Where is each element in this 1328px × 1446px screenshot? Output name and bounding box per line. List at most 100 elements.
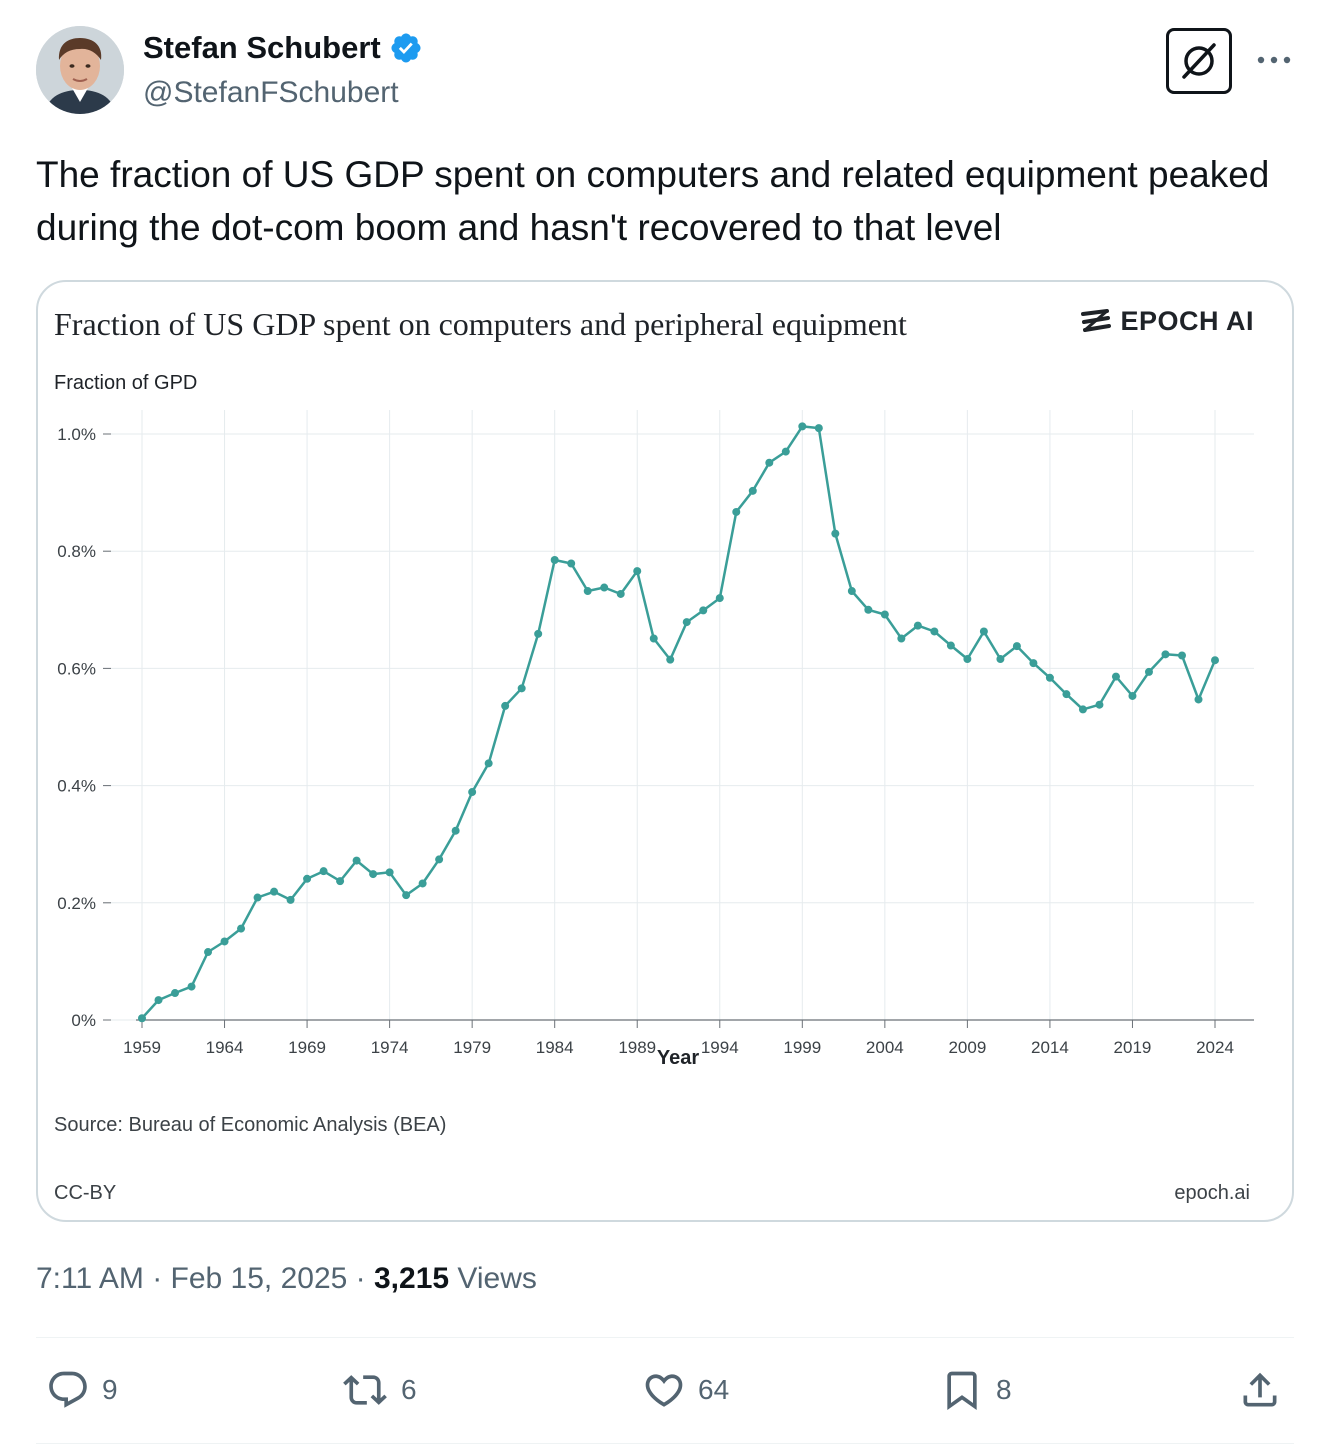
like-button[interactable]: 64 [642,1368,729,1412]
reply-icon [49,1371,87,1408]
x-axis-label: Year [657,1047,699,1069]
data-point [204,948,213,957]
tweet-time[interactable]: 7:11 AM [36,1262,144,1295]
x-tick-label: 1974 [371,1038,409,1057]
share-button[interactable] [1238,1368,1282,1412]
data-point [583,587,592,596]
verified-badge-icon[interactable] [389,31,423,65]
data-point [814,424,823,433]
data-point [352,856,361,865]
x-tick-label: 2004 [866,1038,904,1057]
x-tick-label: 1989 [618,1038,656,1057]
data-point [864,605,873,614]
brand-logo: EPOCH AI [1080,306,1254,337]
data-point [880,610,889,619]
data-point [138,1014,146,1023]
epoch-logo-icon [1081,308,1112,332]
data-point [913,621,922,630]
data-point [534,629,543,638]
data-point [501,701,510,710]
data-point [270,887,279,896]
data-point [1078,705,1087,714]
share-icon [1243,1372,1277,1407]
tweet-meta: 7:11 AM · Feb 15, 2025 · 3,215 Views [36,1262,537,1296]
data-point [187,982,196,991]
data-point [897,634,906,643]
y-axis-ticks: 0% 0.2% 0.4% 0.6% 0.8% 1.0% [57,425,111,1030]
reply-count: 9 [102,1374,118,1405]
bookmark-icon [947,1371,977,1411]
data-point [1012,642,1021,651]
data-point [451,826,460,835]
retweet-count: 6 [401,1374,417,1405]
y-tick-label: 1.0% [57,425,96,444]
x-tick-label: 2019 [1114,1038,1152,1057]
grid-lines [103,410,1254,1021]
x-tick-label: 1969 [288,1038,326,1057]
data-point [996,655,1005,664]
data-point [1194,695,1203,704]
data-point [319,867,328,876]
data-point [484,759,493,768]
data-point [1029,659,1038,668]
data-point [831,529,840,538]
x-tick-label: 1999 [783,1038,821,1057]
line-chart: 0%0.2%0.4%0.6%0.8%1.0% 1959 1964 1969 1974 1… [57,410,1254,1069]
data-point [237,924,246,933]
meta-separator: · [355,1262,374,1295]
meta-separator: · [152,1262,171,1295]
bookmark-count: 8 [996,1374,1012,1405]
x-tick-label: 1964 [206,1038,244,1057]
data-point [1161,650,1170,659]
bookmark-button[interactable]: 8 [940,1368,1012,1412]
x-tick-label: 2009 [948,1038,986,1057]
data-point [171,989,180,998]
retweet-button[interactable]: 6 [341,1368,417,1412]
data-point [468,788,477,797]
chart-license: CC-BY [54,1182,117,1204]
tweet-text: The fraction of US GDP spent on computer… [36,154,1270,248]
data-point [732,507,741,516]
avatar[interactable] [36,26,124,114]
y-tick-label: 0.4% [57,777,96,796]
x-axis-ticks: 1959 1964 1969 1974 1979 1984 1989 1994 1999 2004… [123,1020,1234,1057]
x-tick-label: 2014 [1031,1038,1069,1057]
y-tick-label: 0.8% [57,542,96,561]
tweet-date[interactable]: Feb 15, 2025 [170,1262,348,1295]
x-tick-label: 1959 [123,1038,161,1057]
name-row: Stefan Schubert [143,30,423,66]
data-point [633,567,642,576]
heart-icon [645,1374,683,1407]
x-tick-label: 1984 [536,1038,574,1057]
series-points [138,422,1219,1023]
chart-source: Source: Bureau of Economic Analysis (BEA… [54,1114,447,1136]
data-point [600,583,609,592]
grok-button[interactable] [1166,28,1232,94]
data-point [847,587,856,596]
data-point [1144,667,1153,676]
x-tick-label: 1994 [701,1038,739,1057]
display-name[interactable]: Stefan Schubert [143,30,381,65]
data-point [798,422,807,431]
data-point [517,684,526,693]
data-point [649,634,658,643]
more-options-button[interactable] [1254,42,1294,78]
data-point [154,996,163,1005]
data-point [616,589,625,598]
data-point [1095,700,1104,709]
data-point [1062,690,1071,699]
data-point [220,937,229,946]
author-handle[interactable]: @StefanFSchubert [143,76,399,109]
chart-site[interactable]: epoch.ai [1174,1182,1250,1204]
y-tick-label: 0.6% [57,659,96,678]
data-point [385,868,394,877]
y-tick-label: 0.2% [57,894,96,913]
data-point [1128,691,1137,700]
data-point [253,893,262,902]
reply-button[interactable]: 9 [46,1368,118,1412]
chart-card[interactable]: Fraction of US GDP spent on computers an… [36,280,1294,1222]
more-icon [1257,56,1291,64]
data-point [963,655,972,664]
data-point [979,627,988,636]
views-count: 3,215 [374,1262,450,1295]
